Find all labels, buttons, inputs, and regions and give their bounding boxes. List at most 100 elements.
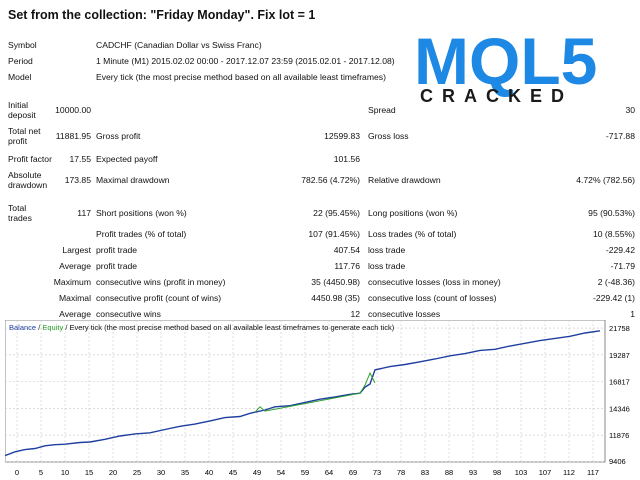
stat-average-loss-label: loss trade: [368, 261, 406, 271]
stat-maximum-losses-value: 2 (-48.36): [597, 277, 635, 287]
info-label-model: Model: [8, 72, 32, 82]
x-tick-label: 0: [15, 468, 19, 477]
stat-long-positions-label: Long positions (won %): [368, 208, 458, 218]
series-equity-line: [254, 371, 376, 413]
x-tick-label: 83: [421, 468, 429, 477]
stat-total-trades-label: Total trades: [8, 203, 32, 223]
chart-grid: [5, 320, 605, 463]
stat-maximal-label: Maximal: [59, 293, 91, 303]
x-tick-label: 64: [325, 468, 333, 477]
x-tick-labels: 0 5 10 15 20 25 30 35 40 45 49 54 59 64 69 73 78 83 88 93 98…: [15, 468, 599, 477]
y-tick-label: 21758: [609, 324, 630, 333]
stat-average-consec-label: Average: [59, 309, 91, 319]
x-tick-label: 107: [539, 468, 552, 477]
x-tick-label: 20: [109, 468, 117, 477]
stat-maximum-losses-label: consecutive losses (loss in money): [368, 277, 501, 287]
x-tick-label: 73: [373, 468, 381, 477]
x-tick-label: 103: [515, 468, 528, 477]
x-tick-label: 45: [229, 468, 237, 477]
x-tick-label: 40: [205, 468, 213, 477]
stat-average-consec-losses-value: 1: [630, 309, 635, 319]
stat-spread-label: Spread: [368, 105, 396, 115]
legend-equity: Equity: [42, 323, 63, 332]
stat-gross-loss-label: Gross loss: [368, 131, 409, 141]
logo-cracked-text: CRACKED: [420, 86, 573, 106]
x-tick-label: 49: [253, 468, 261, 477]
stat-maximal-loss-label: consecutive loss (count of losses): [368, 293, 497, 303]
y-tick-label: 14346: [609, 404, 630, 413]
stat-maximal-loss-value: -229.42 (1): [592, 293, 635, 303]
info-value-model: Every tick (the most precise method base…: [96, 72, 386, 82]
stat-initial-deposit-value: 10000.00: [55, 105, 91, 115]
stat-largest-profit-label: profit trade: [96, 245, 138, 255]
y-tick-label: 19287: [609, 351, 630, 360]
legend-sep: /: [63, 323, 69, 332]
stat-average-consec-losses-label: consecutive losses: [368, 309, 441, 319]
stat-expected-payoff-value: 101.56: [333, 154, 360, 164]
logo-mql-text: MQL5: [414, 24, 597, 98]
info-label-symbol: Symbol: [8, 40, 37, 50]
stat-maximal-drawdown-value: 782.56 (4.72%): [301, 175, 360, 185]
stat-absolute-drawdown-label: Absolute drawdown: [8, 170, 48, 190]
stat-short-positions-label: Short positions (won %): [96, 208, 187, 218]
balance-equity-chart: 21758 19287 16817 14346 11876 9406 0 5 10 15 20 25…: [5, 320, 630, 477]
x-tick-label: 117: [587, 468, 599, 477]
x-tick-label: 30: [157, 468, 165, 477]
stat-profit-factor-value: 17.55: [69, 154, 91, 164]
y-tick-label: 11876: [609, 431, 629, 440]
stat-largest-loss-value: -229.42: [605, 245, 635, 255]
series-balance-line: [5, 330, 601, 457]
stat-average-consec-wins-label: consecutive wins: [96, 309, 161, 319]
legend-balance: Balance: [9, 323, 36, 332]
stat-maximum-wins-label: consecutive wins (profit in money): [96, 277, 226, 287]
stat-profit-trades-value: 107 (91.45%): [308, 229, 360, 239]
y-tick-label: 16817: [609, 378, 630, 387]
x-tick-label: 98: [493, 468, 501, 477]
stat-average-consec-wins-value: 12: [350, 309, 360, 319]
stat-largest-label: Largest: [62, 245, 91, 255]
legend-sep: /: [36, 323, 42, 332]
stat-maximum-label: Maximum: [53, 277, 91, 287]
stat-relative-drawdown-label: Relative drawdown: [368, 175, 441, 185]
stat-maximal-profit-value: 4450.98 (35): [311, 293, 360, 303]
chart-series: [5, 330, 601, 457]
stat-average-loss-value: -71.79: [610, 261, 635, 271]
stat-profit-trades-label: Profit trades (% of total): [96, 229, 187, 239]
stat-largest-profit-value: 407.54: [333, 245, 360, 255]
stat-spread-value: 30: [625, 105, 635, 115]
x-tick-label: 15: [85, 468, 93, 477]
x-tick-label: 112: [563, 468, 575, 477]
stat-maximal-drawdown-label: Maximal drawdown: [96, 175, 170, 185]
stat-total-trades-value: 117: [77, 208, 91, 218]
stat-average-label: Average: [59, 261, 91, 271]
mql5-logo: MQL5: [414, 24, 597, 98]
y-tick-label: 9406: [609, 457, 626, 466]
stat-initial-deposit-label: Initial deposit: [8, 100, 36, 120]
x-tick-label: 54: [277, 468, 285, 477]
stat-short-positions-value: 22 (95.45%): [313, 208, 360, 218]
x-tick-label: 93: [469, 468, 477, 477]
stat-maximum-wins-value: 35 (4450.98): [311, 277, 360, 287]
stat-gross-profit-label: Gross profit: [96, 131, 141, 141]
info-label-period: Period: [8, 56, 33, 66]
stat-total-net-profit-label: Total net profit: [8, 126, 41, 146]
svg-text:Balance / Equity / Every tick: Balance / Equity / Every tick (the most …: [9, 323, 395, 332]
x-tick-label: 69: [349, 468, 357, 477]
x-tick-label: 25: [133, 468, 141, 477]
stat-largest-loss-label: loss trade: [368, 245, 406, 255]
stat-profit-factor-label: Profit factor: [8, 154, 52, 164]
stat-gross-profit-value: 12599.83: [324, 131, 360, 141]
info-value-symbol: CADCHF (Canadian Dollar vs Swiss Franc): [96, 40, 262, 50]
stat-maximal-profit-label: consecutive profit (count of wins): [96, 293, 222, 303]
stat-long-positions-value: 95 (90.53%): [588, 208, 635, 218]
stat-average-profit-value: 117.76: [334, 261, 360, 271]
x-tick-label: 10: [61, 468, 69, 477]
x-tick-label: 78: [397, 468, 405, 477]
info-value-period: 1 Minute (M1) 2015.02.02 00:00 - 2017.12…: [96, 56, 395, 66]
report-title: Set from the collection: "Friday Monday"…: [8, 8, 316, 22]
legend-model: Every tick (the most precise method base…: [70, 323, 395, 332]
stat-total-net-profit-value: 11881.95: [55, 131, 91, 141]
x-tick-label: 59: [301, 468, 309, 477]
stat-average-profit-label: profit trade: [96, 261, 138, 271]
y-tick-labels: 21758 19287 16817 14346 11876 9406: [609, 324, 630, 466]
